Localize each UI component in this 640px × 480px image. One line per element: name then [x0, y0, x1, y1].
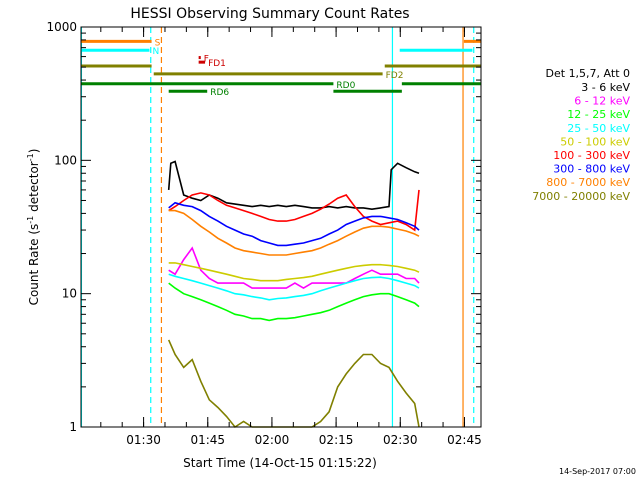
legend-entry-8: 7000 - 20000 keV: [532, 190, 630, 203]
legend-entry-7: 800 - 7000 keV: [546, 176, 630, 189]
flag-label-s: S: [155, 38, 161, 48]
legend-entry-6: 300 - 800 keV: [553, 163, 630, 176]
y-tick-label-2: 100: [54, 153, 77, 167]
flag-label-n: N: [152, 47, 159, 57]
flag-label-fd2: FD2: [386, 71, 404, 81]
y-axis-label: Count Rate (s-1 detector-1): [26, 149, 41, 306]
y-tick-label-3: 1000: [46, 20, 77, 34]
plot-frame: [80, 26, 482, 428]
series-line-2: [168, 282, 420, 322]
legend-entry-1: 6 - 12 keV: [574, 95, 630, 108]
axes: 1 10 100 1000 01:30 01:45 02:00 02:15 02:30 02:45: [46, 20, 481, 447]
y-axis-label-sup1: -1: [26, 216, 35, 224]
legend-entry-5: 100 - 300 keV: [553, 149, 630, 162]
legend-title: Det 1,5,7, Att 0: [546, 67, 630, 80]
x-axis-label: Start Time (14-Oct-15 01:15:22): [183, 456, 377, 470]
x-tick-label-4: 02:30: [383, 433, 418, 447]
series-line-0: [167, 160, 420, 211]
x-tick-label-0: 01:30: [126, 433, 161, 447]
series-line-1: [168, 246, 420, 290]
y-tick-label-0: 1: [69, 420, 77, 434]
flag-label-f: F: [204, 55, 209, 65]
flag-label-fd1: FD1: [208, 59, 226, 69]
y-axis-label-end: ): [27, 149, 41, 154]
x-tick-label-2: 02:00: [255, 433, 290, 447]
chart-title: HESSI Observing Summary Count Rates: [130, 6, 409, 22]
legend-entry-4: 50 - 100 keV: [560, 135, 630, 148]
flag-label-rd6: RD6: [210, 88, 229, 98]
y-tick-label-1: 10: [62, 287, 77, 301]
y-axis-label-main: Count Rate (s: [27, 224, 41, 306]
y-axis-label-sup2: -1: [26, 153, 35, 161]
series-line-5: [168, 189, 420, 232]
y-axis-label-mid: detector: [27, 161, 41, 216]
flag-label-rd0: RD0: [336, 81, 355, 91]
legend-entry-0: 3 - 6 keV: [581, 81, 630, 94]
x-tick-label-3: 02:15: [319, 433, 354, 447]
legend-entry-3: 25 - 50 keV: [567, 122, 630, 135]
flag-bars: SN F FD1 FD2 RD0 RD6: [81, 38, 481, 98]
series-line-4: [168, 262, 420, 282]
legend-entry-2: 12 - 25 keV: [567, 108, 630, 121]
series-line-7: [168, 209, 420, 256]
series-line-3: [168, 273, 420, 301]
series-line-6: [168, 201, 420, 247]
footer-timestamp: 14-Sep-2017 07:00: [559, 467, 636, 476]
x-tick-label-1: 01:45: [190, 433, 225, 447]
x-tick-label-5: 02:45: [447, 433, 482, 447]
